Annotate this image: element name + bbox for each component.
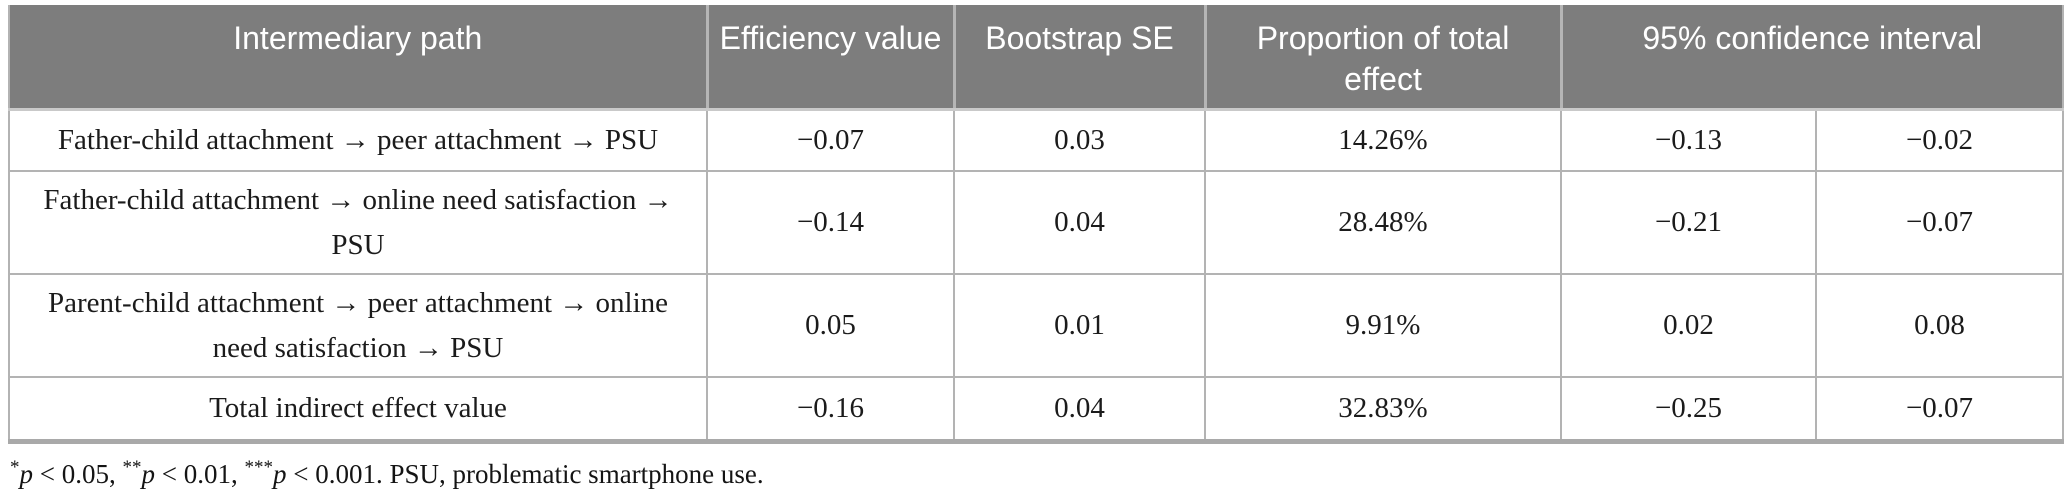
cell-ci-lower: −0.21 xyxy=(1560,170,1817,275)
table-row: Parent-child attachment → peer attachmen… xyxy=(8,273,2065,378)
table-row: Total indirect effect value −0.16 0.04 3… xyxy=(8,376,2065,442)
col-header-confidence-interval: 95% confidence interval xyxy=(1559,5,2064,111)
header-row: Intermediary path Efficiency value Boots… xyxy=(9,5,2064,111)
cell-bootstrap-se: 0.03 xyxy=(953,108,1206,172)
cell-proportion: 32.83% xyxy=(1204,376,1562,442)
cell-ci-lower: 0.02 xyxy=(1560,273,1817,378)
cell-ci-upper: −0.07 xyxy=(1814,376,2065,442)
col-header-efficiency-value: Efficiency value xyxy=(705,5,954,111)
cell-proportion: 9.91% xyxy=(1204,273,1562,378)
p-symbol: p xyxy=(141,458,155,489)
sig-threshold-2: < 0.01, xyxy=(154,458,245,489)
cell-intermediary-path: Parent-child attachment → peer attachmen… xyxy=(8,273,708,378)
cell-ci-lower: −0.13 xyxy=(1560,108,1817,172)
cell-bootstrap-se: 0.01 xyxy=(953,273,1206,378)
mediation-effects-table: Intermediary path Efficiency value Boots… xyxy=(8,5,2065,444)
sig-threshold-1: < 0.05, xyxy=(33,458,123,489)
sig-star-3: *** xyxy=(244,456,273,478)
cell-intermediary-path: Father-child attachment → online need sa… xyxy=(8,170,708,275)
p-symbol: p xyxy=(19,458,34,489)
cell-ci-upper: −0.02 xyxy=(1814,108,2065,172)
table-row: Father-child attachment → online need sa… xyxy=(8,170,2065,275)
cell-intermediary-path: Total indirect effect value xyxy=(8,376,708,442)
cell-ci-upper: 0.08 xyxy=(1814,273,2065,378)
col-header-intermediary-path: Intermediary path xyxy=(9,5,707,111)
significance-footnote: *p < 0.05, **p < 0.01, ***p < 0.001. PSU… xyxy=(10,458,2062,490)
p-symbol: p xyxy=(272,458,287,489)
cell-ci-upper: −0.07 xyxy=(1814,170,2065,275)
cell-ci-lower: −0.25 xyxy=(1560,376,1817,442)
col-header-bootstrap-se: Bootstrap SE xyxy=(952,5,1205,111)
sig-threshold-3: < 0.001. xyxy=(286,458,390,489)
cell-proportion: 14.26% xyxy=(1204,108,1562,172)
abbreviation-note: PSU, problematic smartphone use. xyxy=(389,458,764,489)
cell-proportion: 28.48% xyxy=(1204,170,1562,275)
cell-efficiency-value: 0.05 xyxy=(706,273,955,378)
table-row: Father-child attachment → peer attachmen… xyxy=(8,108,2065,172)
sig-star-2: ** xyxy=(122,456,142,478)
cell-efficiency-value: −0.14 xyxy=(706,170,955,275)
cell-bootstrap-se: 0.04 xyxy=(953,376,1206,442)
cell-efficiency-value: −0.16 xyxy=(706,376,955,442)
cell-intermediary-path: Father-child attachment → peer attachmen… xyxy=(8,108,708,172)
cell-bootstrap-se: 0.04 xyxy=(953,170,1206,275)
col-header-proportion-of-total-effect: Proportion of total effect xyxy=(1203,5,1561,111)
sig-star-1: * xyxy=(10,456,20,478)
cell-efficiency-value: −0.07 xyxy=(706,108,955,172)
